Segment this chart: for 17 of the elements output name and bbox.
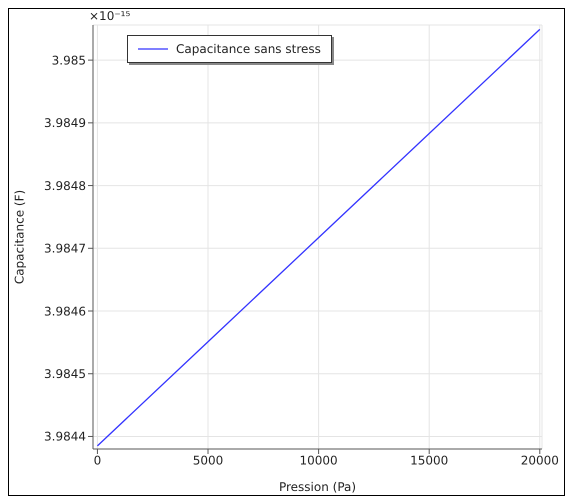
x-tick-label: 15000: [410, 454, 448, 468]
legend-label: Capacitance sans stress: [176, 42, 321, 56]
y-tick-label: 3.985: [52, 53, 86, 68]
y-tick-label: 3.9847: [44, 242, 86, 256]
y-tick-label: 3.9846: [44, 304, 86, 318]
x-axis-title: Pression (Pa): [278, 480, 356, 494]
x-tick-label: 5000: [192, 454, 224, 468]
line-series: [96, 28, 540, 447]
y-tick-label: 3.9849: [44, 116, 86, 130]
y-tick-label: 3.9845: [44, 366, 86, 381]
y-tick-label: 3.9844: [44, 430, 86, 444]
x-tick-label: 20000: [520, 454, 559, 468]
y-tick-label: 3.9848: [44, 178, 86, 193]
text: ×10⁻¹⁵: [89, 9, 130, 23]
x-tick-label: 0: [94, 454, 102, 468]
x-tick-label: 10000: [300, 454, 338, 468]
y-axis-title: Capacitance (F): [12, 190, 26, 284]
